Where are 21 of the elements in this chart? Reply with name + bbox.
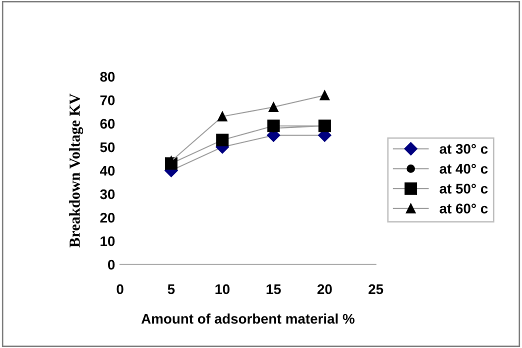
legend-label: at 50° c [440, 184, 488, 194]
y-tick-label: 80 [100, 72, 115, 82]
y-tick-label: 50 [100, 142, 115, 152]
x-tick-label: 0 [116, 284, 124, 294]
y-tick-label: 0 [108, 260, 115, 270]
x-tick-label: 15 [266, 284, 281, 294]
legend-label: at 30° c [440, 144, 488, 154]
y-tick-label: 60 [100, 118, 115, 129]
x-tick-label: 5 [168, 284, 175, 294]
y-tick-label: 40 [100, 166, 115, 176]
x-tick-label: 20 [317, 284, 332, 294]
y-axis-title: Breakdown Voltage KV [69, 94, 84, 248]
x-tick-label: 10 [216, 284, 230, 294]
y-tick-label: 30 [100, 189, 115, 200]
legend-label: at 60° c [440, 204, 488, 214]
legend-label: at 40° c [440, 164, 488, 174]
x-axis-title: Amount of adsorbent material % [141, 314, 354, 324]
y-tick-label: 20 [100, 212, 115, 223]
y-tick-label: 10 [100, 236, 115, 246]
x-tick-label: 25 [368, 284, 384, 294]
y-tick-label: 70 [100, 95, 115, 106]
